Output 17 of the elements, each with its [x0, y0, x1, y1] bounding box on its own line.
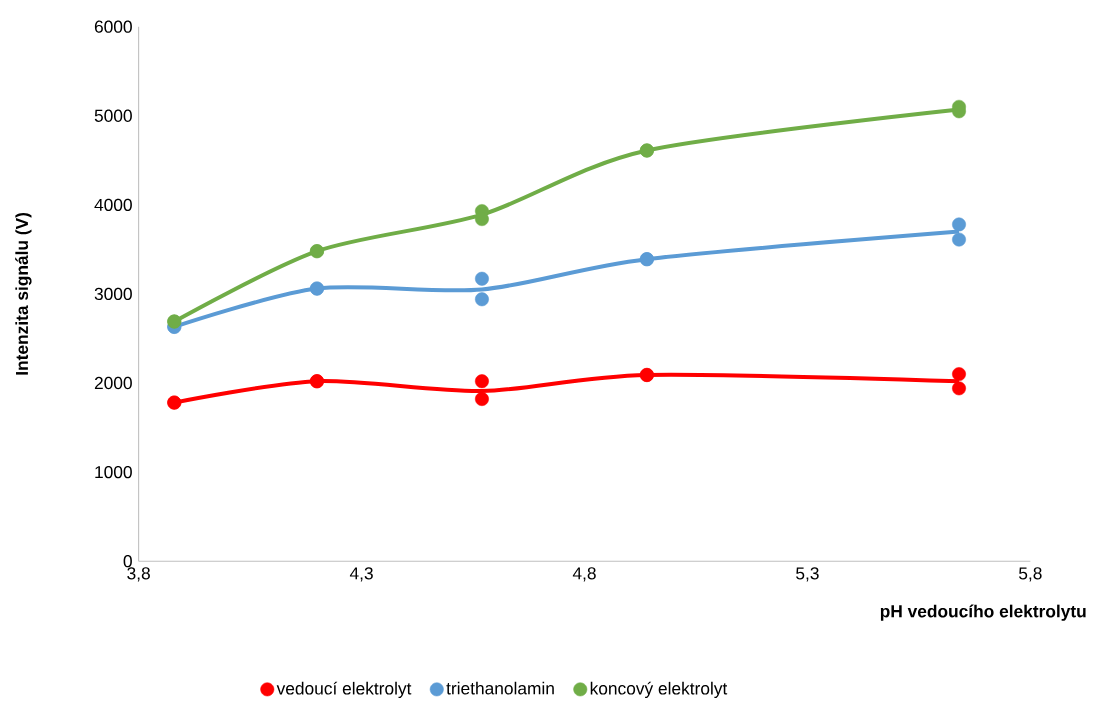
y-tick-label: 4000	[94, 198, 132, 211]
x-tick-label: 5,3	[796, 567, 819, 582]
x-tick-label: 3,8	[127, 567, 150, 582]
y-tick-label: 3000	[94, 287, 132, 300]
y-tick-label: 6000	[94, 20, 132, 33]
y-tick-label: 1000	[95, 465, 132, 479]
y-tick-label: 0	[123, 554, 132, 568]
legend-label: vedoucí elektrolyt	[276, 681, 412, 698]
y-tick-label: 2000	[94, 376, 132, 389]
x-tick-label: 4,8	[572, 567, 596, 582]
x-tick-label: 5,8	[1018, 567, 1042, 582]
y-tick-label: 5000	[94, 109, 132, 122]
y-axis-title: Intenzita signálu (V)	[15, 212, 32, 375]
x-axis-title: pH vedoucího elektrolytu	[880, 604, 1086, 621]
legend-label: koncový elektrolyt	[590, 681, 728, 698]
x-tick-label: 4,3	[349, 567, 373, 582]
legend-label: triethanolamin	[446, 681, 554, 695]
